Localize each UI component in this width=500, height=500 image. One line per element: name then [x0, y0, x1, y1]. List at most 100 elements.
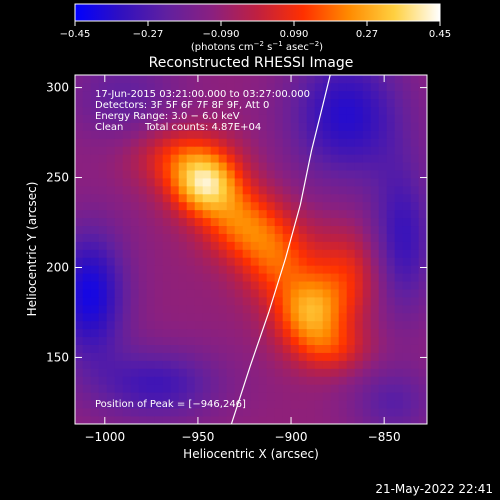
- heatmap-cell: [298, 130, 308, 139]
- heatmap-cell: [282, 304, 292, 314]
- heatmap-cell: [250, 161, 260, 171]
- heatmap-cell: [146, 233, 156, 242]
- heatmap-cell: [306, 407, 316, 417]
- heatmap-cell: [274, 407, 284, 417]
- heatmap-cell: [386, 328, 396, 338]
- heatmap-cell: [114, 360, 124, 369]
- heatmap-cell: [250, 320, 260, 330]
- heatmap-cell: [138, 328, 148, 338]
- heatmap-cell: [218, 257, 228, 266]
- heatmap-cell: [194, 177, 204, 187]
- heatmap-cell: [138, 391, 148, 401]
- heatmap-cell: [210, 399, 220, 409]
- heatmap-cell: [394, 376, 404, 385]
- heatmap-cell: [218, 146, 228, 155]
- heatmap-cell: [218, 344, 228, 353]
- heatmap-cell: [274, 265, 284, 274]
- heatmap-cell: [362, 114, 372, 123]
- heatmap-cell: [154, 98, 164, 108]
- heatmap-cell: [290, 98, 300, 108]
- heatmap-cell: [162, 320, 172, 330]
- heatmap-cell: [90, 193, 100, 203]
- heatmap-cell: [170, 193, 180, 203]
- heatmap-cell: [154, 225, 164, 234]
- heatmap-cell: [186, 201, 196, 211]
- heatmap-cell: [202, 146, 212, 155]
- heatmap-cell: [186, 225, 196, 234]
- heatmap-cell: [82, 217, 92, 227]
- heatmap-cell: [130, 280, 140, 290]
- heatmap-cell: [178, 90, 188, 100]
- heatmap-cell: [314, 336, 324, 345]
- heatmap-cell: [410, 352, 420, 361]
- heatmap-cell: [234, 296, 244, 306]
- plot-frame: [74, 74, 428, 425]
- heatmap-cell: [82, 312, 92, 322]
- heatmap-cell: [75, 225, 84, 234]
- heatmap-cell: [226, 161, 236, 171]
- heatmap-cell: [378, 169, 388, 179]
- heatmap-cell: [378, 272, 388, 282]
- heatmap-cell: [154, 130, 164, 139]
- heatmap-cell: [274, 233, 284, 242]
- heatmap-cell: [370, 241, 380, 250]
- heatmap-cell: [114, 233, 124, 242]
- heatmap-cell: [226, 304, 236, 314]
- heatmap-cell: [162, 146, 172, 155]
- heatmap-cell: [194, 122, 204, 131]
- heatmap-cell: [242, 272, 252, 282]
- heatmap-cell: [98, 265, 108, 274]
- heatmap-cell: [282, 320, 292, 330]
- heatmap-cell: [378, 217, 388, 227]
- heatmap-cell: [378, 288, 388, 298]
- heatmap-cell: [106, 193, 116, 203]
- heatmap-cell: [418, 384, 427, 393]
- heatmap-cell: [242, 257, 252, 266]
- heatmap-cell: [410, 360, 420, 369]
- heatmap-cell: [106, 209, 116, 219]
- heatmap-cell: [410, 336, 420, 345]
- heatmap-cell: [402, 122, 412, 131]
- heatmap-cell: [194, 169, 204, 179]
- heatmap-cell: [130, 241, 140, 250]
- heatmap-cell: [298, 90, 308, 100]
- heatmap-cell: [154, 193, 164, 203]
- heatmap-cell: [314, 241, 324, 250]
- heatmap-cell: [122, 106, 132, 115]
- heatmap-cell: [234, 288, 244, 298]
- heatmap-cell: [314, 161, 324, 171]
- heatmap-cell: [178, 122, 188, 131]
- heatmap-cell: [194, 320, 204, 330]
- heatmap-cell: [314, 201, 324, 211]
- heatmap-cell: [394, 225, 404, 234]
- heatmap-cell: [130, 138, 140, 147]
- heatmap-cell: [75, 75, 84, 84]
- heatmap-cell: [202, 376, 212, 385]
- heatmap-cell: [82, 154, 92, 163]
- heatmap-cell: [354, 304, 364, 314]
- heatmap-cell: [75, 249, 84, 258]
- heatmap-cell: [378, 130, 388, 139]
- heatmap-cell: [322, 122, 332, 131]
- heatmap-cell: [194, 75, 204, 84]
- heatmap-cell: [338, 407, 348, 417]
- heatmap-cell: [75, 193, 84, 203]
- heatmap-cell: [170, 146, 180, 155]
- heatmap-cell: [298, 106, 308, 115]
- heatmap-cell: [298, 336, 308, 345]
- heatmap-cell: [98, 399, 108, 409]
- heatmap-cell: [98, 241, 108, 250]
- heatmap-cell: [338, 185, 348, 195]
- heatmap-cell: [266, 384, 276, 393]
- heatmap-cell: [170, 391, 180, 401]
- heatmap-cell: [234, 130, 244, 139]
- heatmap-cell: [162, 249, 172, 258]
- heatmap-cell: [346, 280, 356, 290]
- heatmap-cell: [90, 296, 100, 306]
- heatmap-cell: [402, 161, 412, 171]
- heatmap-cell: [370, 272, 380, 282]
- y-tick-label: 250: [46, 171, 69, 185]
- heatmap-cell: [322, 201, 332, 211]
- heatmap-cell: [266, 146, 276, 155]
- heatmap-cell: [322, 193, 332, 203]
